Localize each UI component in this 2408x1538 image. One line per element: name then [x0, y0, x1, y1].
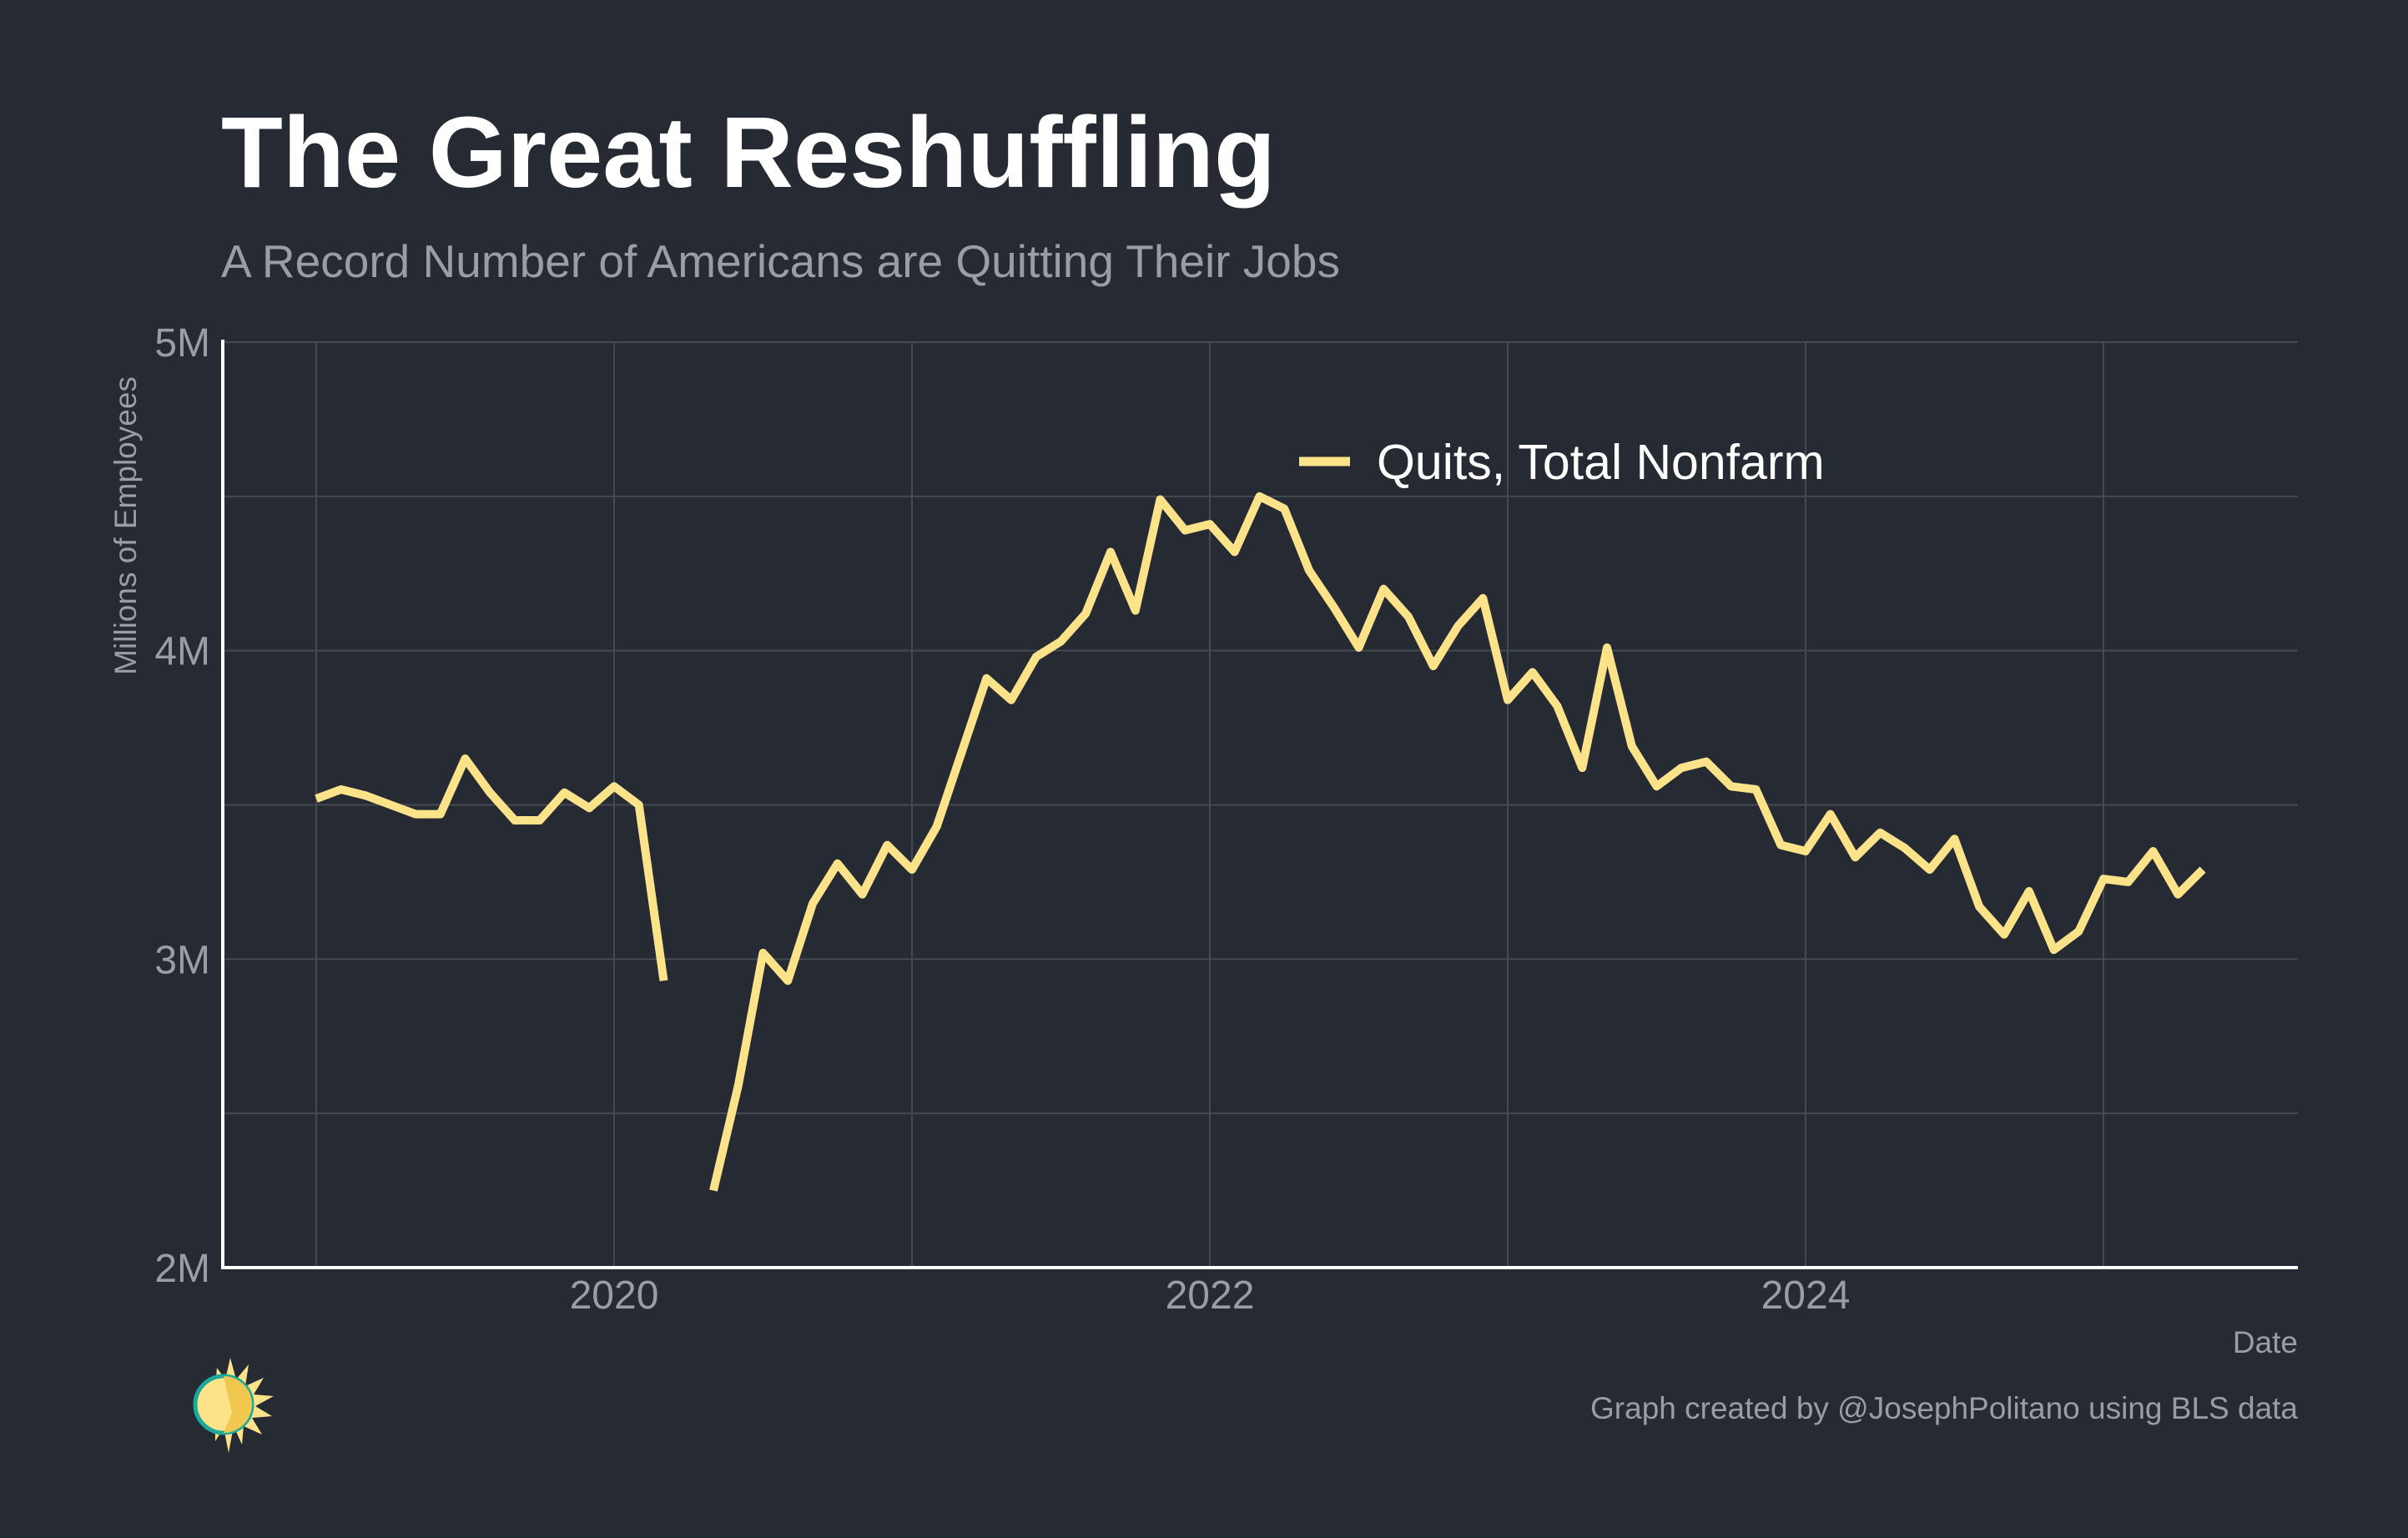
- chart-subtitle: A Record Number of Americans are Quittin…: [221, 235, 1340, 287]
- x-tick-label: 2024: [1761, 1273, 1851, 1318]
- y-tick-label: 5M: [154, 321, 210, 366]
- legend: Quits, Total Nonfarm: [1299, 435, 1825, 490]
- y-axis-ticks: 2M 3M 4M 5M: [154, 321, 210, 1291]
- series-layer: [315, 492, 2206, 1192]
- grid-lines: [223, 341, 2298, 1268]
- sun-logo-icon: [193, 1358, 274, 1453]
- x-axis-ticks: 2020 2022 2024: [570, 1273, 1851, 1318]
- y-axis-title: Millions of Employees: [108, 376, 143, 675]
- x-axis-title: Date: [2233, 1325, 2298, 1359]
- series-line: [315, 492, 2206, 1192]
- x-tick-label: 2022: [1166, 1273, 1255, 1318]
- credit-text: Graph created by @JosephPolitano using B…: [1590, 1391, 2298, 1425]
- chart-title: The Great Reshuffling: [221, 95, 1276, 209]
- y-tick-label: 2M: [154, 1247, 210, 1291]
- legend-label: Quits, Total Nonfarm: [1377, 435, 1825, 490]
- x-tick-label: 2020: [570, 1273, 659, 1318]
- y-tick-label: 4M: [154, 630, 210, 674]
- y-tick-label: 3M: [154, 938, 210, 982]
